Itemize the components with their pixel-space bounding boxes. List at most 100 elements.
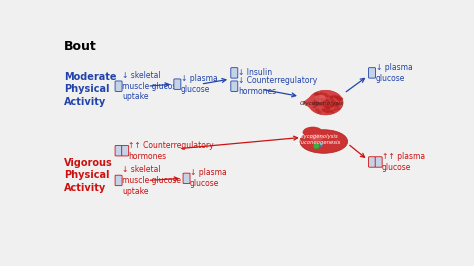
Circle shape	[326, 99, 328, 101]
Circle shape	[314, 103, 317, 105]
Text: ↓ plasma
glucose: ↓ plasma glucose	[190, 168, 227, 188]
Circle shape	[322, 104, 325, 106]
FancyBboxPatch shape	[122, 146, 128, 156]
Circle shape	[320, 99, 323, 100]
Ellipse shape	[300, 130, 347, 153]
Circle shape	[330, 105, 333, 106]
Circle shape	[327, 108, 330, 110]
Circle shape	[315, 98, 318, 100]
Text: Vigorous
Physical
Activity: Vigorous Physical Activity	[64, 158, 112, 193]
Circle shape	[323, 110, 326, 111]
Circle shape	[334, 109, 337, 110]
Text: ↓ skeletal
muscle glucose
uptake: ↓ skeletal muscle glucose uptake	[122, 71, 181, 101]
Circle shape	[337, 98, 340, 99]
Circle shape	[337, 105, 339, 106]
Circle shape	[326, 106, 329, 108]
Circle shape	[326, 111, 328, 113]
Circle shape	[337, 98, 340, 100]
Circle shape	[330, 106, 333, 107]
Circle shape	[333, 95, 336, 97]
FancyBboxPatch shape	[369, 157, 375, 167]
Text: Bout: Bout	[64, 40, 96, 53]
FancyBboxPatch shape	[231, 81, 238, 92]
Circle shape	[335, 97, 338, 98]
Circle shape	[316, 103, 319, 104]
Circle shape	[316, 109, 319, 111]
Circle shape	[324, 93, 327, 95]
Circle shape	[317, 102, 319, 103]
Circle shape	[315, 93, 318, 94]
Circle shape	[340, 98, 343, 99]
Text: ↓ plasma
glucose: ↓ plasma glucose	[375, 63, 412, 83]
Circle shape	[327, 106, 330, 108]
Circle shape	[334, 105, 337, 107]
Ellipse shape	[313, 143, 319, 149]
Circle shape	[324, 106, 327, 107]
Text: ↓ skeletal
muscle glucose
uptake: ↓ skeletal muscle glucose uptake	[122, 165, 181, 196]
Circle shape	[327, 100, 329, 102]
Ellipse shape	[308, 90, 343, 115]
Circle shape	[337, 108, 340, 109]
FancyBboxPatch shape	[369, 68, 375, 78]
Circle shape	[330, 99, 334, 101]
Circle shape	[337, 96, 339, 98]
Circle shape	[335, 96, 337, 98]
Circle shape	[326, 95, 328, 97]
Circle shape	[337, 103, 340, 105]
Circle shape	[328, 102, 330, 103]
Circle shape	[317, 95, 320, 96]
Circle shape	[321, 99, 324, 101]
Ellipse shape	[319, 142, 323, 147]
Circle shape	[316, 98, 319, 99]
Circle shape	[326, 108, 329, 109]
Ellipse shape	[309, 134, 324, 141]
Text: ↓ plasma
glucose: ↓ plasma glucose	[181, 74, 218, 94]
Circle shape	[313, 102, 316, 103]
Circle shape	[320, 93, 323, 94]
Circle shape	[314, 94, 318, 95]
FancyBboxPatch shape	[183, 173, 190, 184]
Polygon shape	[302, 93, 315, 112]
Circle shape	[331, 111, 334, 113]
Circle shape	[321, 100, 324, 102]
Circle shape	[316, 101, 319, 102]
Circle shape	[316, 98, 319, 100]
Circle shape	[312, 103, 315, 105]
Circle shape	[321, 99, 324, 100]
Circle shape	[317, 93, 320, 95]
Circle shape	[333, 102, 336, 104]
FancyBboxPatch shape	[115, 146, 122, 156]
Circle shape	[337, 97, 339, 99]
Circle shape	[326, 107, 329, 109]
Circle shape	[329, 110, 333, 112]
Circle shape	[335, 102, 338, 104]
Circle shape	[316, 102, 319, 104]
Circle shape	[330, 96, 333, 98]
Text: ↑↑ plasma
glucose: ↑↑ plasma glucose	[382, 152, 425, 172]
Circle shape	[315, 100, 318, 102]
Circle shape	[319, 98, 322, 100]
Circle shape	[332, 101, 335, 102]
Text: Glycogenolysis: Glycogenolysis	[300, 101, 344, 106]
Circle shape	[327, 111, 329, 112]
Circle shape	[322, 101, 325, 103]
FancyBboxPatch shape	[174, 79, 181, 89]
Circle shape	[319, 103, 321, 105]
Circle shape	[338, 99, 342, 101]
Text: Glycogenolysis
Gluconeogenesis: Glycogenolysis Gluconeogenesis	[296, 134, 341, 145]
FancyBboxPatch shape	[115, 81, 122, 92]
Circle shape	[333, 103, 336, 105]
FancyBboxPatch shape	[231, 68, 238, 78]
FancyBboxPatch shape	[375, 157, 382, 167]
Circle shape	[313, 106, 316, 108]
Text: ↓ Counterregulatory
hormones: ↓ Counterregulatory hormones	[238, 76, 317, 96]
Circle shape	[318, 111, 321, 113]
Ellipse shape	[315, 95, 326, 102]
Circle shape	[322, 109, 325, 110]
Text: ↑↑ Counterregulatory
hormones: ↑↑ Counterregulatory hormones	[128, 141, 214, 161]
Circle shape	[330, 97, 333, 98]
Ellipse shape	[302, 127, 323, 138]
Text: Moderate
Physical
Activity: Moderate Physical Activity	[64, 72, 116, 107]
Text: ↓ Insulin: ↓ Insulin	[238, 68, 272, 77]
Circle shape	[326, 104, 329, 106]
